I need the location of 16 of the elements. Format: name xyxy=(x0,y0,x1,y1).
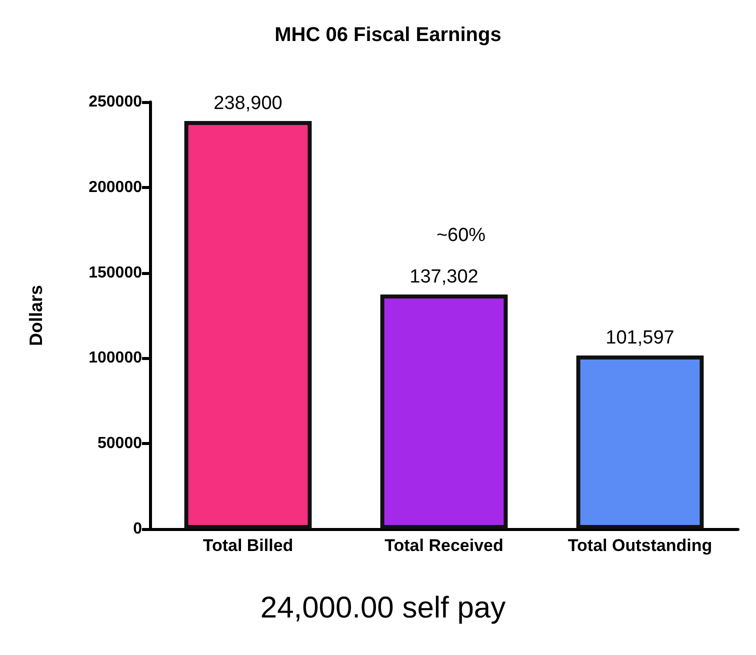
data-label: 101,597 xyxy=(606,327,674,348)
y-tick-label: 50000 xyxy=(98,435,142,452)
chart-title: MHC 06 Fiscal Earnings xyxy=(274,24,502,46)
x-tick-label: Total Billed xyxy=(202,536,294,555)
y-tick-label: 150000 xyxy=(88,264,142,282)
y-axis-title: Dollars xyxy=(26,284,46,346)
y-tick-label: 100000 xyxy=(88,350,142,367)
data-label: 238,900 xyxy=(214,92,282,114)
y-tick-label: 0 xyxy=(133,520,142,538)
annotation: ~60% xyxy=(436,225,486,246)
text: 24,000.00 self pay xyxy=(260,592,506,624)
x-tick-label: Total Received xyxy=(384,536,504,555)
y-tick-label: 200000 xyxy=(88,178,142,196)
y-tick-label: 250000 xyxy=(88,94,142,110)
x-tick-label: Total Outstanding xyxy=(568,536,712,555)
data-label: 137,302 xyxy=(410,266,478,288)
